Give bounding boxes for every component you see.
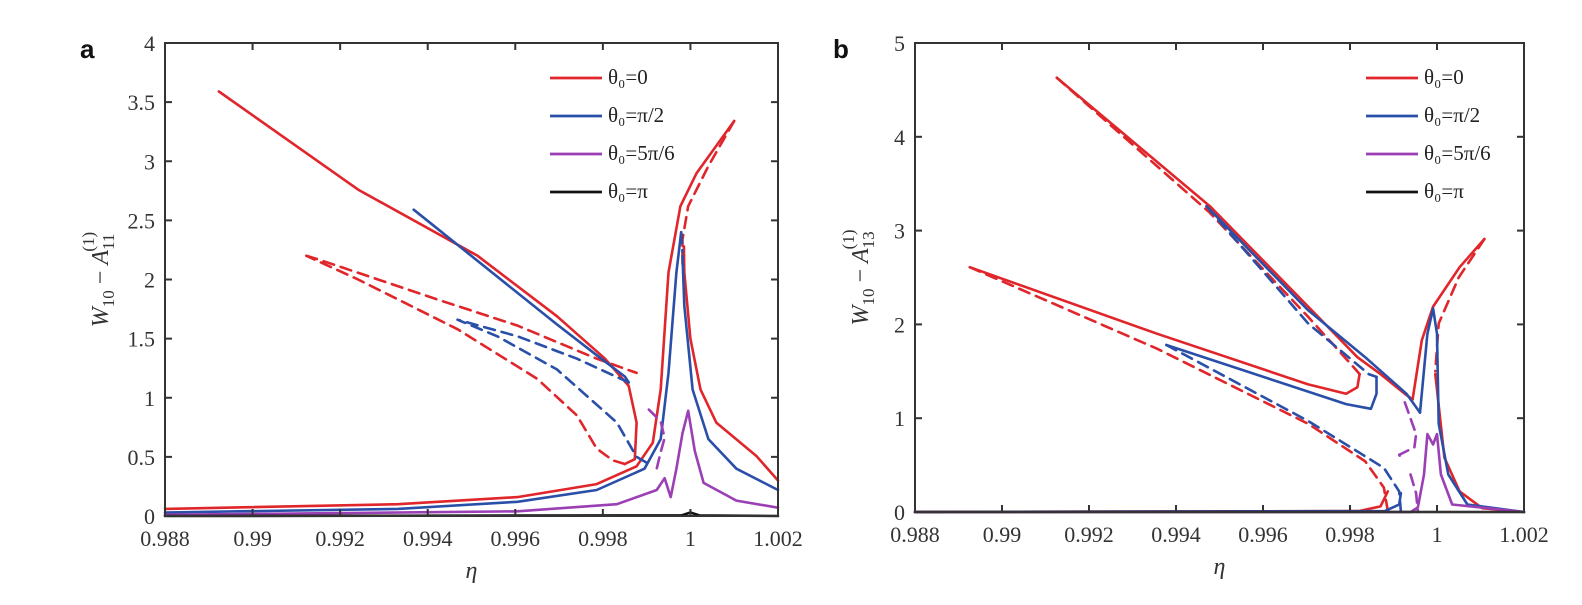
x-tick-label: 0.988 bbox=[890, 522, 940, 547]
series-1 bbox=[163, 208, 780, 514]
legend: θ₀=0 θ₀=π/2 θ₀=5π/6 θ₀=π bbox=[550, 65, 675, 203]
chart-b: 0.988 0.99 0.992 0.994 0.996 0.998 1 1.002 0 1 2 3 4… bbox=[833, 31, 1549, 580]
series-line-dashed bbox=[1055, 76, 1361, 376]
series-line-dashed bbox=[305, 254, 627, 466]
x-axis-label: η bbox=[1214, 554, 1226, 580]
series-line-solid bbox=[1411, 237, 1486, 401]
x-tick-label: 0.992 bbox=[1064, 522, 1114, 547]
series-line-dashed bbox=[679, 230, 684, 254]
x-tick-label: 1.002 bbox=[1499, 522, 1549, 547]
series-line-solid bbox=[913, 491, 1403, 514]
y-label-base2: A bbox=[848, 248, 874, 265]
series-line-solid bbox=[163, 409, 780, 517]
series-2 bbox=[163, 408, 780, 517]
series-line-solid bbox=[1165, 343, 1378, 411]
y-label-sub2: 13 bbox=[859, 231, 878, 248]
x-tick-label: 0.998 bbox=[578, 526, 628, 551]
x-tick-label: 0.994 bbox=[1151, 522, 1201, 547]
series-line-solid bbox=[682, 245, 780, 482]
y-tick-label: 1 bbox=[144, 386, 155, 411]
series-line-dashed bbox=[456, 318, 651, 466]
y-tick-label: 3 bbox=[144, 149, 155, 174]
legend-label: θ₀=5π/6 bbox=[1424, 141, 1491, 165]
series-line-solid bbox=[1418, 307, 1526, 514]
y-tick-label: 0.5 bbox=[128, 445, 156, 470]
y-label-sup2: (1) bbox=[79, 232, 98, 252]
legend-label: θ₀=π/2 bbox=[608, 103, 664, 127]
x-tick-label: 0.998 bbox=[1325, 522, 1375, 547]
x-tick-label: 0.996 bbox=[491, 526, 541, 551]
y-tick-label: 3 bbox=[894, 219, 905, 244]
x-tick-label: 0.996 bbox=[1238, 522, 1288, 547]
y-tick-label: 1.5 bbox=[128, 327, 156, 352]
y-tick-label: 1 bbox=[894, 406, 905, 431]
x-tick-label: 1 bbox=[1432, 522, 1443, 547]
panel-label: b bbox=[833, 34, 849, 64]
series-line-solid bbox=[913, 432, 1526, 514]
legend-label: θ₀=π/2 bbox=[1424, 103, 1480, 127]
y-axis-label: W10 − A13(1) bbox=[839, 229, 878, 325]
x-tick-label: 0.992 bbox=[315, 526, 365, 551]
x-tick-label: 0.99 bbox=[983, 522, 1022, 547]
x-tick-label: 1.002 bbox=[753, 526, 803, 551]
legend: θ₀=0 θ₀=π/2 θ₀=5π/6 θ₀=π bbox=[1366, 65, 1491, 203]
chart-a: 0.988 0.99 0.992 0.994 0.996 0.998 1 1.002 0 0.5 1… bbox=[79, 31, 803, 584]
series-1 bbox=[913, 204, 1526, 514]
y-tick-label: 4 bbox=[144, 31, 155, 56]
series-line-dashed bbox=[1165, 343, 1403, 514]
series-line-dashed bbox=[681, 119, 736, 268]
y-tick-label: 3.5 bbox=[128, 90, 156, 115]
y-label-base2: A bbox=[88, 250, 114, 267]
legend-label: θ₀=π bbox=[1424, 179, 1464, 203]
y-tick-label: 2 bbox=[894, 312, 905, 337]
series-line-solid bbox=[163, 230, 683, 514]
series-0 bbox=[163, 90, 780, 511]
y-tick-label: 2.5 bbox=[128, 208, 156, 233]
series-line-solid bbox=[217, 90, 638, 466]
series-line-solid bbox=[913, 490, 1390, 514]
y-label-base: W bbox=[88, 305, 114, 327]
series-line-solid bbox=[163, 119, 736, 511]
y-tick-label: 0 bbox=[894, 500, 905, 525]
x-tick-label: 0.994 bbox=[403, 526, 453, 551]
legend-label: θ₀=0 bbox=[1424, 65, 1464, 89]
series-line-solid bbox=[1205, 204, 1422, 414]
series-line-dashed bbox=[1409, 473, 1420, 514]
series-line-dashed bbox=[647, 408, 666, 471]
x-tick-label: 1 bbox=[685, 526, 696, 551]
x-tick-label: 0.988 bbox=[140, 526, 190, 551]
legend-label: θ₀=π bbox=[608, 179, 648, 203]
series-line-dashed bbox=[968, 265, 1390, 513]
series-line-solid bbox=[681, 254, 780, 492]
y-axis-label: W10 − A11(1) bbox=[79, 232, 118, 327]
x-tick-label: 0.99 bbox=[233, 526, 272, 551]
y-label-sup2: (1) bbox=[839, 229, 858, 249]
series-line-dashed bbox=[305, 254, 638, 375]
legend-label: θ₀=5π/6 bbox=[608, 141, 675, 165]
series-line-dashed bbox=[1397, 400, 1418, 459]
y-tick-label: 2 bbox=[144, 268, 155, 293]
y-label-sub: 10 bbox=[99, 290, 118, 307]
series-line-dashed bbox=[1205, 204, 1378, 379]
series-line-dashed bbox=[1434, 237, 1486, 373]
y-label-sub: 10 bbox=[859, 289, 878, 306]
y-label-sub2: 11 bbox=[99, 234, 118, 250]
legend-label: θ₀=0 bbox=[608, 65, 648, 89]
y-tick-label: 0 bbox=[144, 504, 155, 529]
y-tick-label: 4 bbox=[894, 125, 905, 150]
y-label-base: W bbox=[848, 304, 874, 326]
y-label-op: − bbox=[848, 263, 874, 289]
series-line-solid bbox=[968, 265, 1361, 396]
panel-label: a bbox=[80, 34, 95, 64]
series-line-solid bbox=[412, 208, 631, 384]
y-label-op: − bbox=[88, 265, 114, 291]
y-tick-label: 5 bbox=[894, 31, 905, 56]
series-2 bbox=[913, 400, 1526, 514]
axes-box bbox=[914, 42, 1525, 513]
x-axis-label: η bbox=[466, 558, 478, 584]
